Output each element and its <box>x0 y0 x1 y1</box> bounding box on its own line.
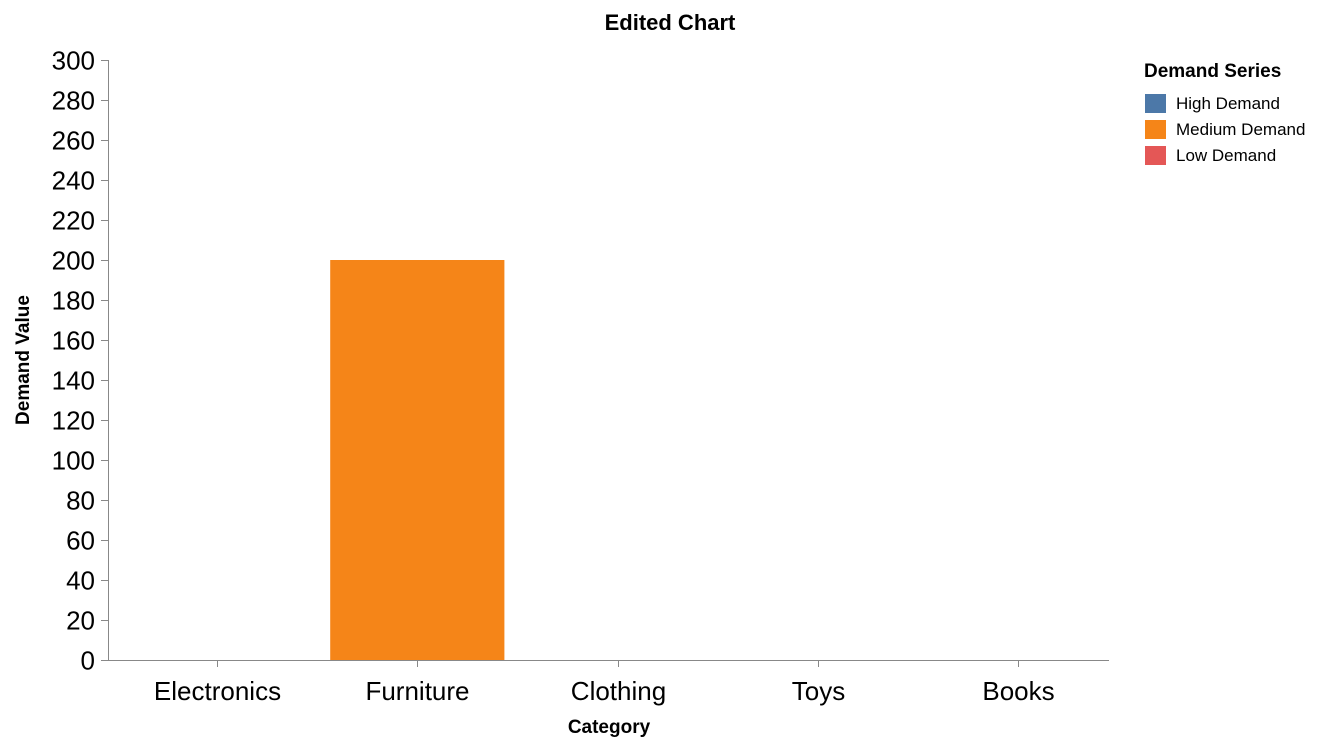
y-tick-label: 220 <box>52 206 95 236</box>
y-tick-label: 140 <box>52 366 95 396</box>
x-tick-label: Furniture <box>365 676 469 706</box>
y-tick-label: 120 <box>52 406 95 436</box>
x-tick-label: Electronics <box>154 676 281 706</box>
y-tick-label: 200 <box>52 246 95 276</box>
legend-label: High Demand <box>1176 94 1280 113</box>
legend-item: Low Demand <box>1145 146 1276 165</box>
y-tick-label: 180 <box>52 286 95 316</box>
legend-title: Demand Series <box>1144 61 1281 82</box>
x-axis-title: Category <box>568 717 651 738</box>
y-tick-label: 280 <box>52 86 95 116</box>
x-tick-label: Books <box>982 676 1054 706</box>
legend-swatch <box>1145 94 1166 113</box>
legend-label: Medium Demand <box>1176 120 1305 139</box>
y-axis-title: Demand Value <box>13 295 34 425</box>
legend: Demand Series High Demand Medium Demand Lo… <box>1144 61 1305 165</box>
legend-item: High Demand <box>1145 94 1280 113</box>
legend-swatch <box>1145 120 1166 139</box>
y-tick-label: 300 <box>52 46 95 76</box>
y-tick-label: 40 <box>66 566 95 596</box>
y-axis-ticks: 0 20 40 60 80 100 120 140 160 180 200 220 240 260 280 3… <box>52 46 108 676</box>
bar-furniture-medium-demand <box>330 260 505 660</box>
x-tick-label: Clothing <box>571 676 666 706</box>
y-tick-label: 60 <box>66 526 95 556</box>
y-tick-label: 80 <box>66 486 95 516</box>
y-tick-label: 100 <box>52 446 95 476</box>
y-tick-label: 260 <box>52 126 95 156</box>
legend-item: Medium Demand <box>1145 120 1305 139</box>
legend-swatch <box>1145 146 1166 165</box>
y-tick-label: 240 <box>52 166 95 196</box>
legend-label: Low Demand <box>1176 146 1276 165</box>
chart-title: Edited Chart <box>605 10 736 35</box>
y-tick-label: 20 <box>66 606 95 636</box>
bars-layer <box>330 260 505 660</box>
legend-items: High Demand Medium Demand Low Demand <box>1145 94 1305 165</box>
x-axis-ticks: Electronics Furniture Clothing Toys Books <box>154 660 1055 706</box>
y-tick-label: 0 <box>81 646 95 676</box>
x-tick-label: Toys <box>792 676 845 706</box>
y-tick-label: 160 <box>52 326 95 356</box>
